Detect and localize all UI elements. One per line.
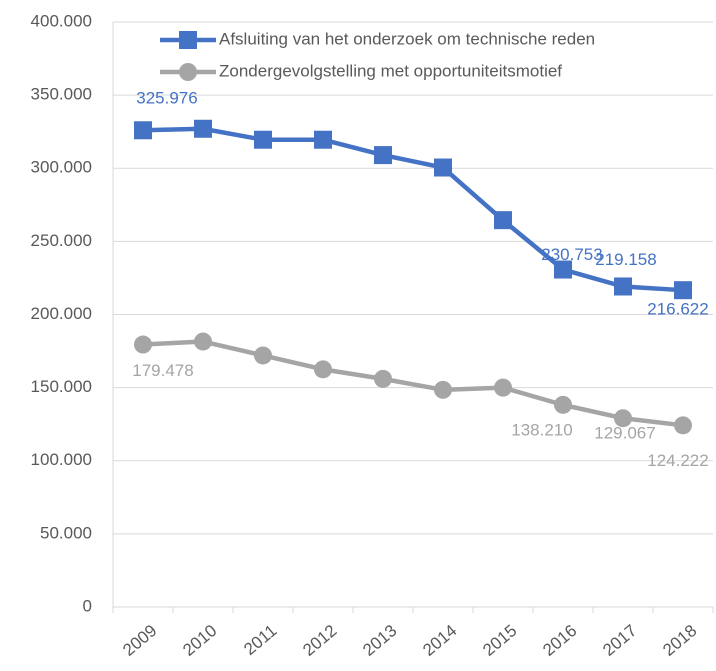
data-point (314, 130, 332, 149)
y-tick-label: 300.000 (31, 158, 92, 177)
y-tick-label: 0 (83, 596, 92, 615)
x-tick-label: 2014 (419, 621, 460, 660)
data-point (494, 211, 512, 230)
y-tick-label: 50.000 (40, 523, 92, 542)
data-point (434, 380, 452, 399)
y-tick-label: 400.000 (31, 11, 92, 30)
data-label: 216.622 (647, 300, 708, 319)
series-line (142, 126, 684, 293)
x-tick-label: 2010 (179, 621, 220, 660)
data-point (614, 277, 632, 296)
data-point (254, 130, 272, 149)
data-point (134, 335, 152, 354)
data-label: 230.753 (541, 245, 602, 264)
data-point (314, 360, 332, 379)
x-tick-label: 2016 (539, 621, 580, 660)
x-tick-label: 2017 (599, 621, 640, 660)
y-tick-label: 100.000 (31, 450, 92, 469)
data-point (674, 281, 692, 300)
x-tick-label: 2018 (659, 621, 700, 660)
data-point (134, 121, 152, 140)
data-label: 129.067 (594, 424, 655, 443)
data-point (614, 409, 632, 428)
data-point (374, 369, 392, 388)
data-label: 219.158 (595, 250, 656, 269)
x-tick-label: 2015 (479, 621, 520, 660)
data-label: 325.976 (136, 89, 197, 108)
data-point (374, 146, 392, 165)
legend-marker (179, 31, 197, 49)
data-label: 179.478 (132, 361, 193, 380)
x-tick-label: 2012 (299, 621, 340, 660)
data-point (674, 416, 692, 435)
data-label: 124.222 (647, 451, 708, 470)
x-tick-label: 2011 (240, 621, 280, 659)
data-point (494, 378, 512, 397)
data-point (554, 260, 572, 279)
legend-marker (179, 63, 197, 81)
data-point (254, 346, 272, 365)
series-line (142, 339, 684, 428)
y-tick-label: 350.000 (31, 85, 92, 104)
data-point (434, 158, 452, 177)
data-point (554, 395, 572, 414)
legend-label: Zondergevolgstelling met opportuniteitsm… (219, 61, 562, 80)
y-tick-label: 250.000 (31, 231, 92, 250)
y-tick-label: 200.000 (31, 304, 92, 323)
data-point (194, 119, 212, 138)
legend-label: Afsluiting van het onderzoek om technisc… (219, 29, 595, 48)
y-tick-label: 150.000 (31, 377, 92, 396)
x-tick-label: 2009 (119, 621, 160, 660)
data-label: 138.210 (511, 420, 572, 439)
x-tick-label: 2013 (359, 621, 400, 660)
data-point (194, 332, 212, 351)
